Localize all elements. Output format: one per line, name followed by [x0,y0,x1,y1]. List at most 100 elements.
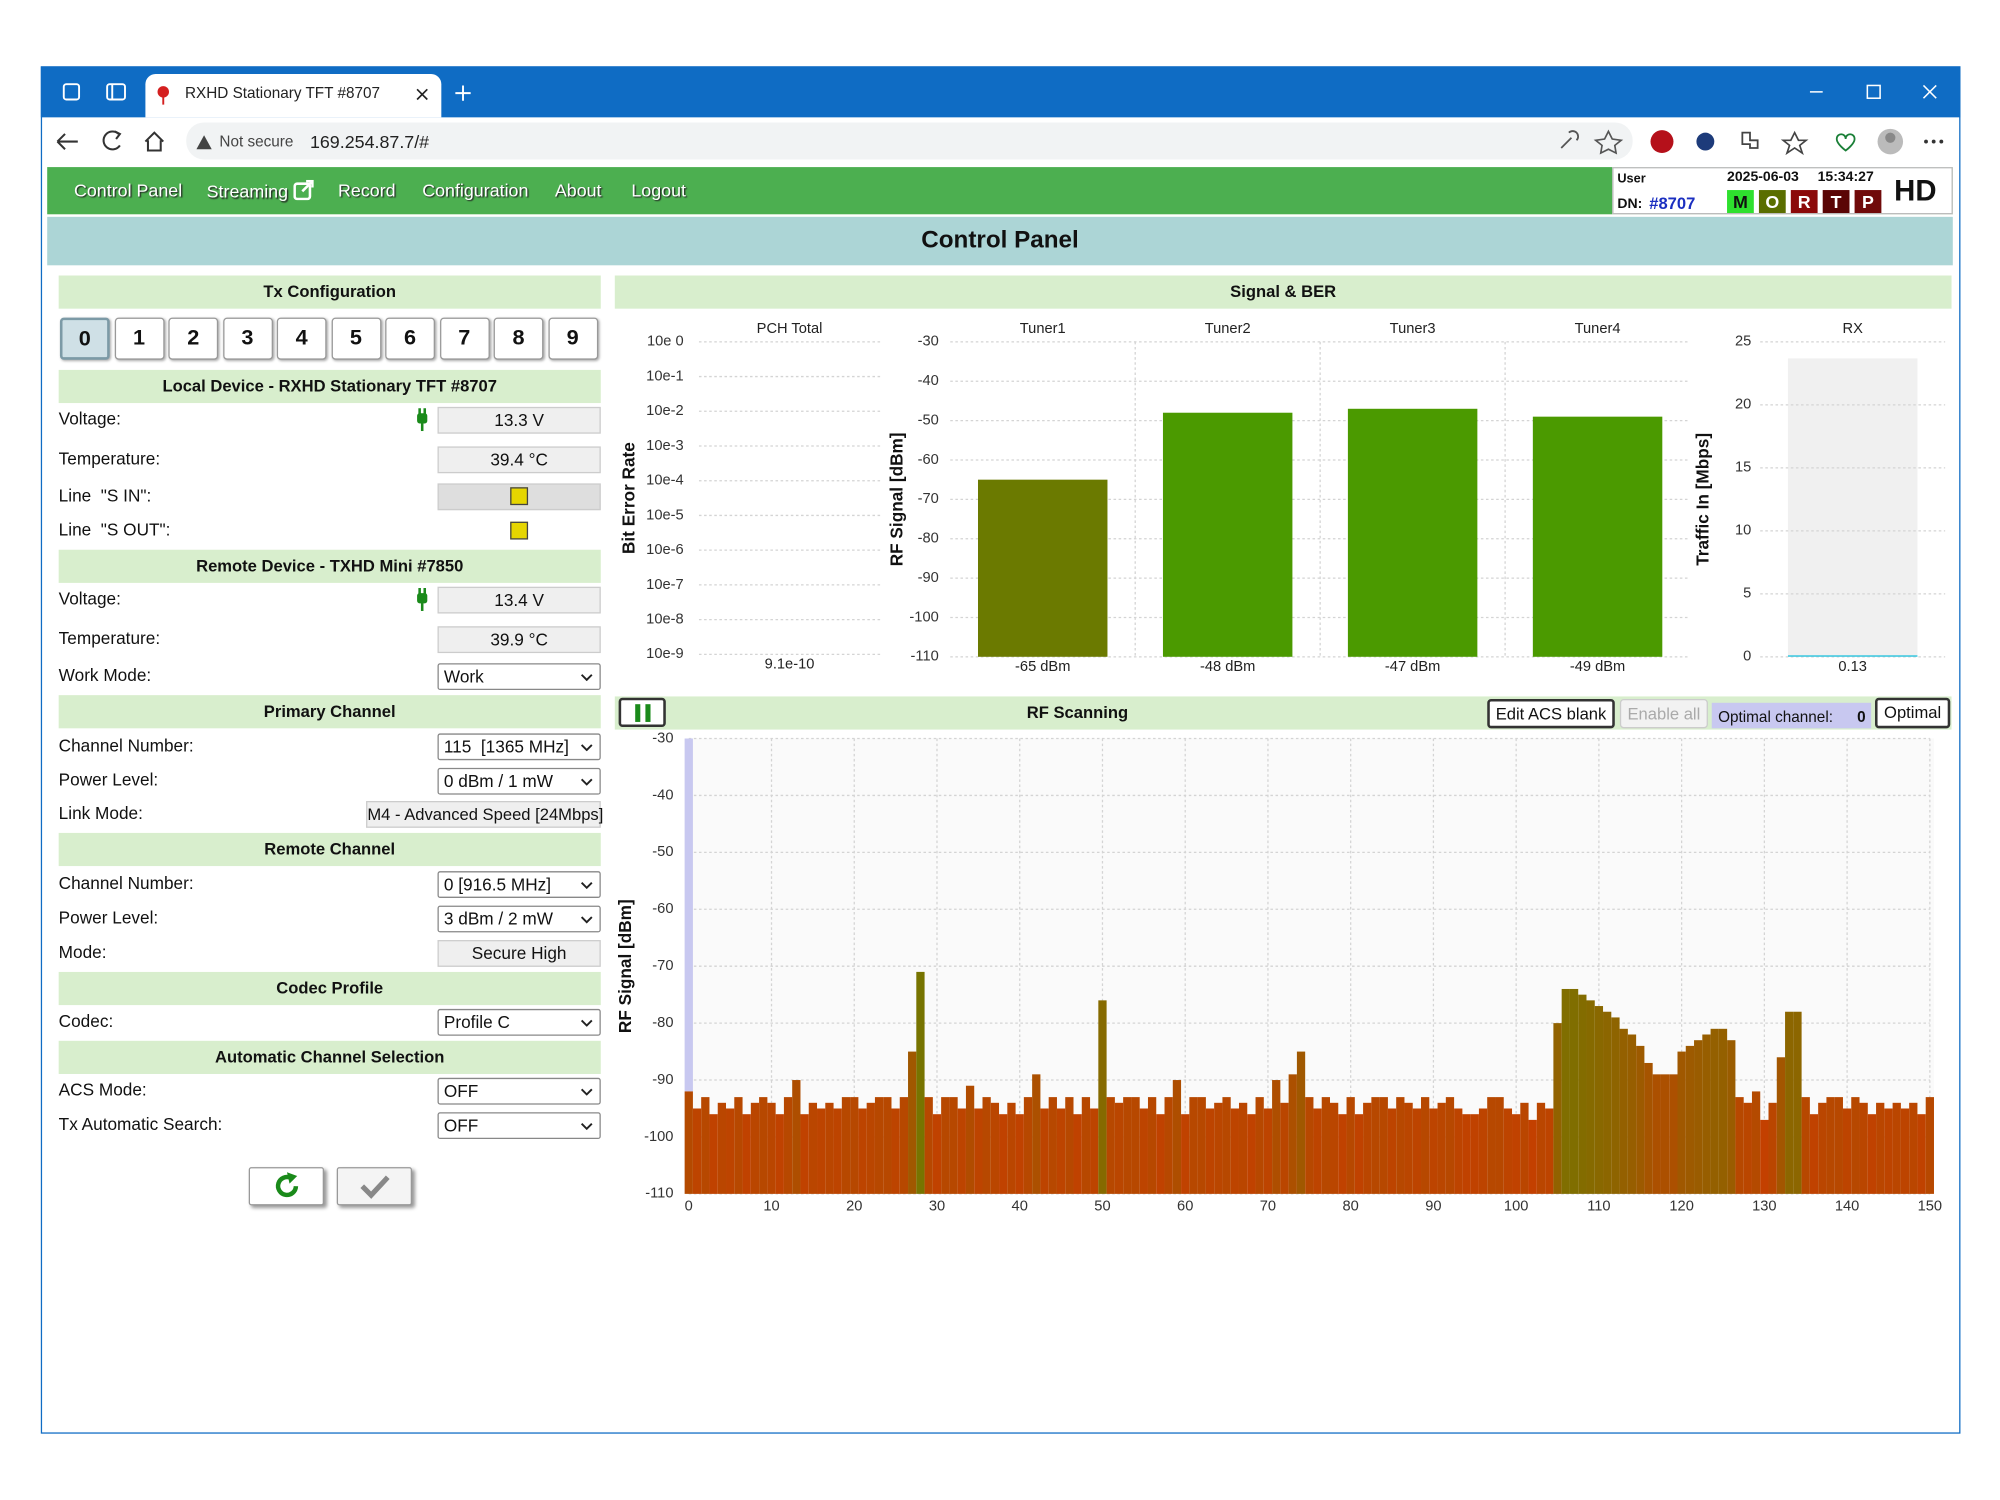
scan-bar [1305,1097,1314,1194]
tab-icons [157,86,428,105]
select[interactable]: OFF [437,1077,601,1105]
scan-bar [1660,1074,1670,1194]
x-tick-label: 30 [929,1199,945,1215]
scan-bar [1288,1074,1297,1194]
scan-bar [1801,1097,1810,1194]
x-tick-label: 90 [1425,1199,1441,1215]
scan-bar [1636,1045,1645,1194]
optimal-box [1711,702,1872,729]
nav-item[interactable]: Configuration [422,179,529,201]
row-label: Channel Number: [58,735,194,756]
scan-bar [874,1097,884,1194]
scan-bar [1495,1097,1504,1194]
scan-bar [792,1080,801,1194]
nav-item[interactable]: Record [338,179,396,201]
tx-button[interactable]: 9 [547,317,598,360]
row-label: Line "S IN": [58,485,152,506]
tx-button[interactable]: 3 [222,317,273,360]
scan-bar [1147,1097,1157,1194]
tx-button[interactable]: 1 [114,317,164,360]
scan-bar [999,1114,1008,1194]
select[interactable]: OFF [437,1112,601,1140]
tx-button[interactable]: 7 [439,317,490,360]
tx-button[interactable]: 5 [330,317,381,360]
refresh-icon [275,1172,299,1198]
browser-tab[interactable] [145,73,442,118]
scan-bar [1073,1114,1082,1194]
scan-bar [1280,1102,1289,1194]
value-box: 13.4 V [437,586,601,614]
security-label[interactable]: Not secure [219,132,294,151]
y-tick-label: -100 [644,1129,673,1145]
scan-bar [817,1108,826,1194]
scan-bar [1048,1097,1057,1194]
scan-bar [1189,1097,1198,1194]
scan-bar [1512,1114,1521,1194]
tx-button[interactable]: 2 [168,317,219,360]
scan-bar [1876,1102,1885,1194]
row-label: ACS Mode: [58,1080,147,1100]
scan-bar [924,1097,933,1194]
scan-bar [833,1108,842,1194]
row-label: Channel Number: [58,873,194,893]
page-title: Control Panel [921,227,1079,254]
select[interactable]: 0 dBm / 1 mW [437,767,601,795]
tx-button[interactable]: 4 [276,317,327,360]
category-label: RX [1842,321,1863,337]
row-label: Line "S OUT": [58,520,171,540]
select[interactable]: Work [437,663,601,691]
scan-bar [891,1108,900,1194]
x-tick-label: 140 [1835,1199,1859,1215]
x-tick-label: 130 [1752,1199,1776,1215]
select[interactable]: 0 [916.5 MHz] [437,871,601,898]
optimal-label: Optimal channel: [1718,707,1833,726]
row-label: Codec: [58,1011,114,1031]
scan-bar [1445,1097,1455,1194]
checkbox[interactable] [510,487,529,506]
nav-item[interactable]: About [554,179,602,201]
scan-bar [866,1102,875,1194]
checkbox[interactable] [510,521,529,540]
y-tick-label: 10e-3 [646,438,684,454]
scan-bar [1396,1097,1405,1194]
scan-button[interactable]: Edit ACS blank [1487,698,1615,729]
select[interactable]: 115 [1365 MHz] [437,733,601,761]
row-label: Voltage: [58,409,121,429]
scan-bar [759,1097,768,1194]
scan-bar [1247,1114,1256,1194]
tx-button[interactable]: 8 [493,317,544,360]
nav-item[interactable]: Streaming [207,179,314,202]
refresh-button[interactable] [248,1167,324,1206]
tx-button[interactable]: 6 [385,317,435,360]
apply-button[interactable] [336,1167,412,1206]
scan-bar [941,1097,950,1194]
scan-bar [1594,1006,1604,1194]
nav-item[interactable]: Control Panel [73,179,183,201]
scan-bar [1917,1114,1926,1194]
value-label: 0.13 [1838,659,1867,675]
scan-bar [1677,1051,1686,1194]
scan-bar [1007,1102,1016,1194]
scan-bar [1743,1102,1752,1194]
nav-item[interactable]: Logout [631,179,687,201]
select[interactable]: Profile C [437,1008,601,1036]
url[interactable]: 169.254.87.7/# [309,131,430,152]
scan-bar [1238,1102,1248,1194]
scan-bar [1040,1108,1049,1194]
optimal-button[interactable]: Optimal [1875,697,1951,729]
model-badge: HD [1894,173,1937,207]
value-box: 39.4 °C [437,446,601,474]
scan-bar [1114,1102,1124,1194]
scan-bar [1561,988,1570,1194]
scan-bar [1751,1091,1761,1194]
y-tick-label: 25 [1735,334,1751,350]
pause-button[interactable] [618,697,666,728]
row-label: Work Mode: [58,665,152,685]
scan-button[interactable]: Enable all [1619,698,1708,729]
tx-button[interactable]: 0 [59,317,110,360]
scan-bar [957,1108,966,1194]
pause-icon [635,703,651,722]
value-box: Secure High [437,940,601,967]
section-header: Codec Profile [58,971,601,1006]
select[interactable]: 3 dBm / 2 mW [437,905,601,933]
